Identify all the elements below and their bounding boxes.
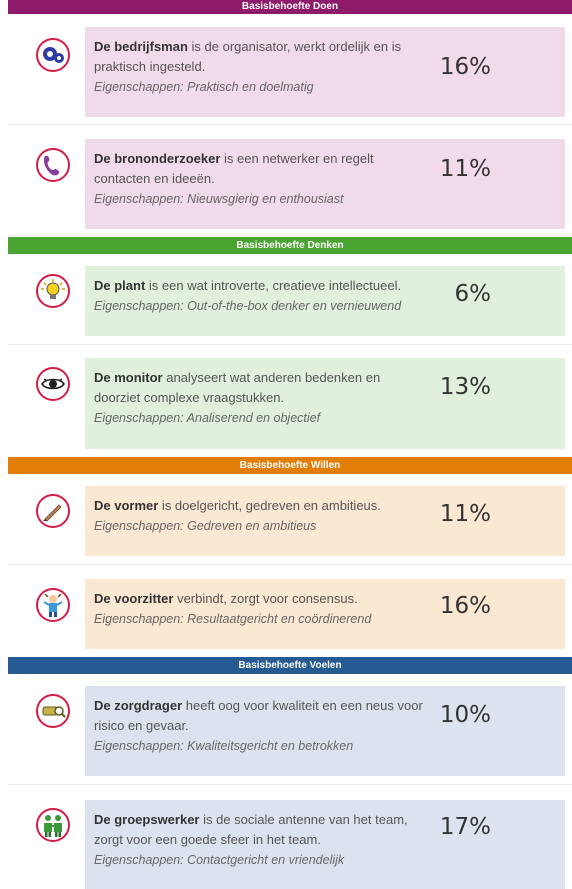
role-desc: is een netwerker en regelt contacten en … xyxy=(94,151,374,186)
pen-icon xyxy=(36,494,70,528)
eye-icon xyxy=(36,367,70,401)
role-name: De groepswerker xyxy=(94,812,200,827)
section-header-willen: Basisbehoefte Willen xyxy=(8,457,572,474)
role-card: De brononderzoeker is een netwerker en r… xyxy=(85,139,565,229)
magnifier-icon xyxy=(36,694,70,728)
role-card: De zorgdrager heeft oog voor kwaliteit e… xyxy=(85,686,565,776)
role-description: De groepswerker is de sociale antenne va… xyxy=(94,810,429,870)
role-description: De vormer is doelgericht, gedreven en am… xyxy=(94,496,429,536)
role-description: De monitor analyseert wat anderen bedenk… xyxy=(94,368,429,428)
role-desc: is de sociale antenne van het team, zorg… xyxy=(94,812,408,847)
gears-icon xyxy=(36,38,70,72)
role-properties: Eigenschappen: Resultaatgericht en coörd… xyxy=(94,612,372,626)
role-row-brononderzoeker: De brononderzoeker is een netwerker en r… xyxy=(8,125,572,236)
role-row-vormer: De vormer is doelgericht, gedreven en am… xyxy=(8,474,572,565)
role-description: De zorgdrager heeft oog voor kwaliteit e… xyxy=(94,696,429,756)
role-desc: heeft oog voor kwaliteit en een neus voo… xyxy=(94,698,423,733)
role-percentage: 13% xyxy=(439,374,491,400)
section-header-denken: Basisbehoefte Denken xyxy=(8,237,572,254)
role-name: De bedrijfsman xyxy=(94,39,188,54)
group-icon xyxy=(36,808,70,842)
role-percentage: 6% xyxy=(454,281,492,307)
role-properties: Eigenschappen: Kwaliteitsgericht en betr… xyxy=(94,739,354,753)
role-card: De plant is een wat introverte, creatiev… xyxy=(85,266,565,336)
role-description: De brononderzoeker is een netwerker en r… xyxy=(94,149,429,209)
phone-icon xyxy=(36,148,70,182)
role-name: De voorzitter xyxy=(94,591,174,606)
role-percentage: 11% xyxy=(439,501,491,527)
role-properties: Eigenschappen: Analiserend en objectief xyxy=(94,411,321,425)
role-desc: is een wat introverte, creatieve intelle… xyxy=(145,278,402,293)
role-percentage: 17% xyxy=(439,814,491,840)
role-card: De bedrijfsman is de organisator, werkt … xyxy=(85,27,565,117)
role-description: De bedrijfsman is de organisator, werkt … xyxy=(94,37,429,97)
role-name: De zorgdrager xyxy=(94,698,183,713)
role-percentage: 11% xyxy=(439,156,491,182)
role-desc: analyseert wat anderen bedenken en doorz… xyxy=(94,370,381,405)
lightbulb-icon xyxy=(36,274,70,308)
role-row-monitor: De monitor analyseert wat anderen bedenk… xyxy=(8,345,572,457)
role-properties: Eigenschappen: Gedreven en ambitieus xyxy=(94,519,317,533)
role-properties: Eigenschappen: Out-of-the-box denker en … xyxy=(94,299,402,313)
role-name: De vormer xyxy=(94,498,159,513)
role-desc: is doelgericht, gedreven en ambitieus. xyxy=(158,498,381,513)
section-header-voelen: Basisbehoefte Voelen xyxy=(8,657,572,674)
role-properties: Eigenschappen: Nieuwsgierig en enthousia… xyxy=(94,192,344,206)
role-name: De monitor xyxy=(94,370,163,385)
role-properties: Eigenschappen: Praktisch en doelmatig xyxy=(94,80,314,94)
role-desc: is de organisator, werkt ordelijk en is … xyxy=(94,39,402,74)
role-name: De brononderzoeker xyxy=(94,151,221,166)
role-description: De voorzitter verbindt, zorgt voor conse… xyxy=(94,589,429,629)
role-percentage: 16% xyxy=(439,593,491,619)
role-percentage: 16% xyxy=(439,54,491,80)
role-description: De plant is een wat introverte, creatiev… xyxy=(94,276,429,316)
role-card: De voorzitter verbindt, zorgt voor conse… xyxy=(85,579,565,649)
role-card: De groepswerker is de sociale antenne va… xyxy=(85,800,565,889)
role-row-zorgdrager: De zorgdrager heeft oog voor kwaliteit e… xyxy=(8,674,572,785)
role-row-voorzitter: De voorzitter verbindt, zorgt voor conse… xyxy=(8,565,572,657)
section-header-doen: Basisbehoefte Doen xyxy=(8,0,572,14)
role-name: De plant xyxy=(94,278,146,293)
person-icon xyxy=(36,588,70,622)
role-row-plant: De plant is een wat introverte, creatiev… xyxy=(8,254,572,345)
role-percentage: 10% xyxy=(439,702,491,728)
role-row-groepswerker: De groepswerker is de sociale antenne va… xyxy=(8,785,572,889)
role-row-bedrijfsman: De bedrijfsman is de organisator, werkt … xyxy=(8,14,572,125)
role-properties: Eigenschappen: Contactgericht en vriende… xyxy=(94,853,345,867)
role-desc: verbindt, zorgt voor consensus. xyxy=(173,591,358,606)
role-card: De vormer is doelgericht, gedreven en am… xyxy=(85,486,565,556)
role-card: De monitor analyseert wat anderen bedenk… xyxy=(85,358,565,449)
